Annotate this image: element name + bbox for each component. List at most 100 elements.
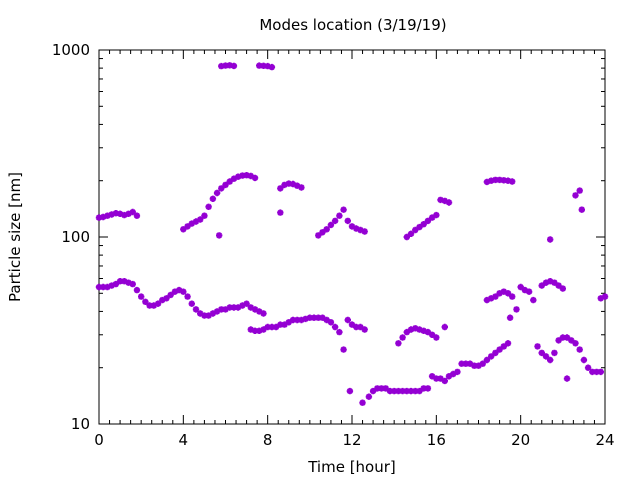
data-point (483, 356, 491, 364)
data-point (218, 62, 225, 70)
data-point (488, 353, 495, 360)
data-point (412, 226, 419, 234)
data-point (445, 373, 453, 380)
data-point (509, 293, 516, 300)
data-point (230, 175, 238, 182)
data-point (412, 325, 419, 332)
data-point (496, 176, 503, 184)
data-point (454, 368, 461, 376)
data-point (407, 387, 415, 395)
y-tick-label: 100 (61, 228, 90, 246)
data-point (597, 368, 604, 376)
data-point (559, 285, 566, 292)
data-point (416, 223, 423, 231)
data-point (492, 293, 499, 300)
y-tick-label: 1000 (52, 41, 90, 59)
data-point (441, 197, 448, 205)
data-point (336, 212, 343, 219)
data-point (234, 173, 242, 180)
data-point (504, 290, 512, 297)
data-point (323, 316, 330, 324)
data-point (294, 316, 301, 324)
data-point (256, 308, 263, 315)
data-point (243, 300, 250, 307)
chart-title: Modes location (3/19/19) (259, 16, 446, 34)
data-point (121, 278, 128, 285)
data-point (538, 349, 545, 357)
data-point (424, 217, 432, 225)
data-point (504, 177, 512, 184)
data-point (239, 302, 246, 309)
data-point (420, 385, 427, 392)
data-point (407, 230, 415, 237)
data-point (129, 208, 136, 216)
data-point (272, 323, 280, 331)
data-point (492, 176, 499, 184)
data-point (492, 349, 499, 357)
data-point (100, 283, 107, 291)
data-point (116, 278, 124, 285)
data-point (95, 283, 103, 291)
data-point (386, 387, 394, 395)
data-point (201, 312, 208, 319)
data-point (281, 321, 288, 328)
data-point (559, 334, 566, 341)
data-point (315, 232, 322, 239)
data-point (424, 328, 432, 336)
data-point (125, 279, 132, 286)
data-point (247, 304, 254, 311)
data-point (547, 356, 554, 364)
data-point (323, 226, 330, 233)
data-point (256, 327, 263, 334)
x-tick-label: 20 (511, 431, 530, 449)
data-point (268, 323, 276, 331)
data-point (344, 316, 351, 324)
data-point (336, 328, 343, 336)
data-point (268, 63, 276, 71)
data-point (488, 177, 495, 184)
data-point (264, 323, 271, 331)
data-point (416, 326, 423, 333)
data-point (433, 375, 440, 382)
y-tick-label: 10 (71, 415, 90, 433)
data-point (264, 62, 271, 70)
x-tick-label: 0 (94, 431, 104, 449)
data-point (601, 293, 609, 300)
data-point (437, 375, 444, 382)
data-point (281, 181, 288, 189)
data-point (488, 295, 495, 302)
data-point (416, 387, 423, 395)
data-point (239, 172, 246, 179)
data-point (551, 349, 558, 357)
data-point (192, 306, 200, 313)
data-point (403, 387, 410, 395)
data-points (95, 62, 609, 406)
data-point (230, 304, 238, 311)
data-point (466, 360, 474, 367)
data-point (555, 282, 562, 289)
data-point (125, 210, 132, 217)
data-point (496, 290, 503, 297)
data-point (441, 323, 448, 331)
data-point (420, 327, 427, 334)
data-point (133, 212, 141, 219)
y-axis-label: Particle size [nm] (6, 172, 24, 302)
data-point (260, 62, 267, 69)
data-point (441, 377, 448, 385)
data-point (563, 334, 571, 341)
data-point (374, 385, 381, 392)
data-point (108, 282, 115, 289)
data-point (530, 296, 537, 304)
data-point (138, 293, 145, 300)
data-point (294, 182, 301, 189)
data-point (471, 362, 478, 369)
data-point (197, 310, 204, 317)
data-point (116, 210, 124, 217)
data-point (180, 226, 187, 233)
x-tick-label: 12 (342, 431, 361, 449)
data-point (555, 337, 562, 344)
data-point (222, 62, 229, 69)
data-point (315, 314, 322, 321)
data-point (251, 306, 259, 313)
data-point (112, 210, 120, 217)
